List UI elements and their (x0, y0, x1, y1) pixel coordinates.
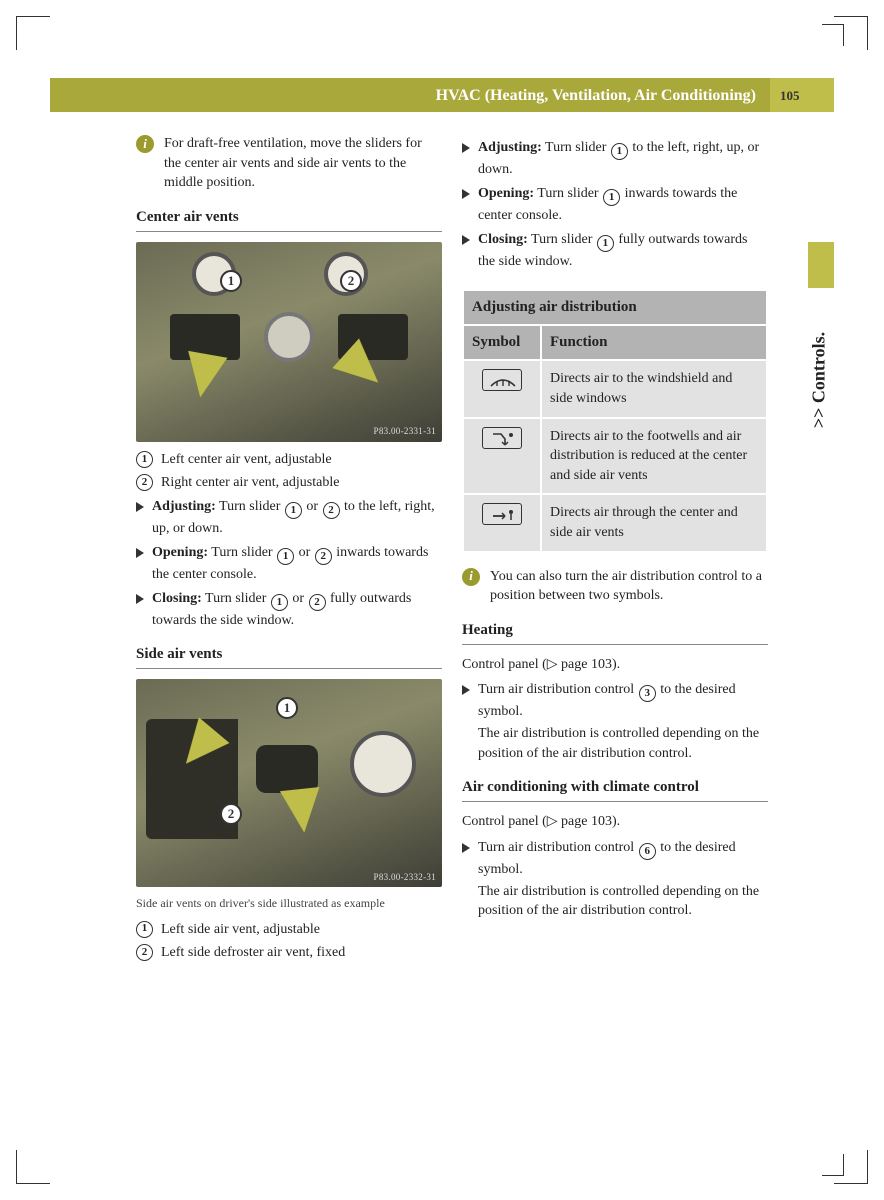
section-title: HVAC (Heating, Ventilation, Air Conditio… (50, 78, 770, 112)
figure-side-vents: 1 2 P83.00-2332-31 (136, 679, 442, 887)
legend-item: 1 Left center air vent, adjustable (136, 450, 442, 470)
callout-1: 1 (276, 697, 298, 719)
right-column: Adjusting: Turn slider 1 to the left, ri… (462, 134, 768, 967)
heading-center-vents: Center air vents (136, 207, 442, 232)
table-cell: Directs air to the footwells and air dis… (541, 418, 767, 495)
callout-ref-1: 1 (136, 451, 153, 468)
th-function: Function (541, 325, 767, 360)
heading-heating: Heating (462, 620, 768, 645)
figure-id: P83.00-2332-31 (374, 871, 436, 884)
footwell-icon (482, 427, 522, 449)
heading-ac: Air conditioning with climate control (462, 777, 768, 802)
step-opening: Opening: Turn slider 1 inwards towards t… (462, 184, 768, 226)
info-icon: i (462, 568, 480, 586)
defrost-icon (482, 369, 522, 391)
triangle-bullet-icon (462, 235, 470, 245)
th-symbol: Symbol (463, 325, 541, 360)
crop-mark-inner (822, 1154, 844, 1176)
step-closing: Closing: Turn slider 1 fully outwards to… (462, 230, 768, 272)
info-text: For draft-free ventilation, move the sli… (164, 134, 442, 193)
step-turn-control: Turn air distribution control 3 to the d… (462, 680, 768, 763)
triangle-bullet-icon (136, 594, 144, 604)
info-icon: i (136, 135, 154, 153)
page-header: HVAC (Heating, Ventilation, Air Conditio… (50, 78, 834, 112)
legend-item: 2 Left side defroster air vent, fixed (136, 943, 442, 963)
callout-ref-1: 1 (136, 921, 153, 938)
triangle-bullet-icon (462, 685, 470, 695)
info-text: You can also turn the air distribution c… (490, 567, 768, 606)
control-panel-ref: Control panel (▷ page 103). (462, 655, 768, 675)
step-note: The air distribution is controlled depen… (478, 724, 768, 763)
callout-2: 2 (220, 803, 242, 825)
triangle-bullet-icon (136, 502, 144, 512)
crop-mark (16, 1150, 50, 1184)
crop-mark (16, 16, 50, 50)
figure-id: P83.00-2331-31 (374, 425, 436, 438)
legend-item: 2 Right center air vent, adjustable (136, 473, 442, 493)
callout-2: 2 (340, 270, 362, 292)
table-title: Adjusting air distribution (463, 290, 767, 325)
figure-caption: Side air vents on driver's side illustra… (136, 895, 442, 911)
callout-ref-2: 2 (136, 474, 153, 491)
callout-1: 1 (220, 270, 242, 292)
triangle-bullet-icon (462, 143, 470, 153)
triangle-bullet-icon (462, 843, 470, 853)
air-distribution-table: Adjusting air distribution Symbol Functi… (462, 289, 768, 552)
table-cell: Directs air through the center and side … (541, 494, 767, 551)
left-column: i For draft-free ventilation, move the s… (136, 134, 442, 967)
crop-mark-inner (822, 24, 844, 46)
info-note: i For draft-free ventilation, move the s… (136, 134, 442, 193)
thumb-tab (808, 242, 834, 288)
step-turn-control: Turn air distribution control 6 to the d… (462, 838, 768, 921)
table-row: Directs air through the center and side … (463, 494, 767, 551)
info-note: i You can also turn the air distribution… (462, 567, 768, 606)
control-panel-ref: Control panel (▷ page 103). (462, 812, 768, 832)
center-vent-icon (482, 503, 522, 525)
step-opening: Opening: Turn slider 1 or 2 inwards towa… (136, 543, 442, 585)
step-closing: Closing: Turn slider 1 or 2 fully outwar… (136, 589, 442, 631)
page-number: 105 (770, 78, 834, 112)
table-row: Directs air to the footwells and air dis… (463, 418, 767, 495)
legend-item: 1 Left side air vent, adjustable (136, 920, 442, 940)
triangle-bullet-icon (462, 189, 470, 199)
table-row: Directs air to the windshield and side w… (463, 360, 767, 417)
triangle-bullet-icon (136, 548, 144, 558)
chapter-side-label: >> Controls. (804, 300, 834, 460)
callout-ref-2: 2 (136, 944, 153, 961)
step-note: The air distribution is controlled depen… (478, 882, 768, 921)
step-adjusting: Adjusting: Turn slider 1 to the left, ri… (462, 138, 768, 180)
figure-center-vents: 1 2 P83.00-2331-31 (136, 242, 442, 442)
step-adjusting: Adjusting: Turn slider 1 or 2 to the lef… (136, 497, 442, 539)
heading-side-vents: Side air vents (136, 644, 442, 669)
table-cell: Directs air to the windshield and side w… (541, 360, 767, 417)
